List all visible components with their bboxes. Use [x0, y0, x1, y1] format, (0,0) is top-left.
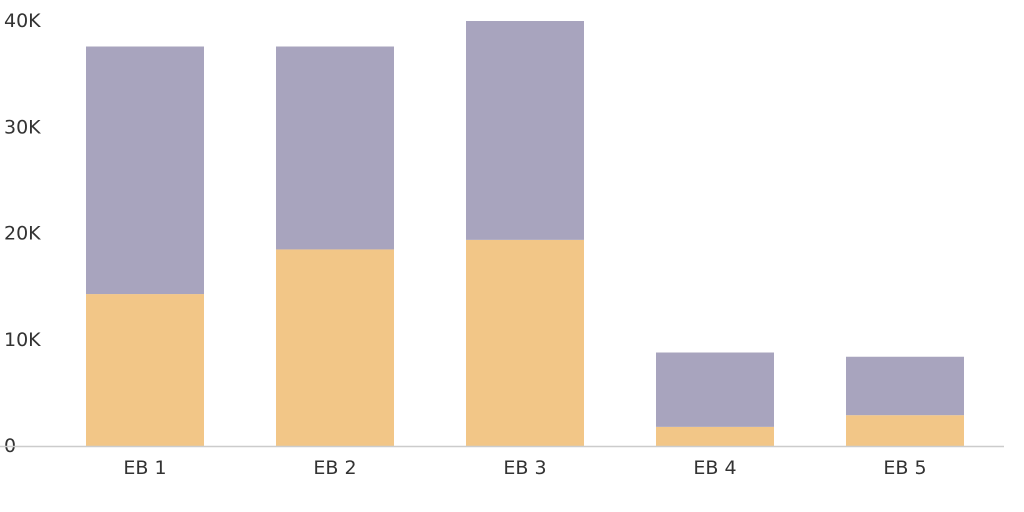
bar-segment-1	[466, 239, 584, 446]
bar-segment-2	[466, 21, 584, 240]
bar-segment-1	[656, 426, 774, 446]
y-tick-label: 10K	[4, 329, 41, 351]
bar-series-group	[86, 21, 964, 446]
bar-segment-2	[86, 46, 204, 295]
bar-segment-1	[846, 415, 964, 446]
y-tick-label: 20K	[4, 223, 41, 245]
x-tick-label: EB 3	[503, 457, 546, 479]
y-tick-label: 40K	[4, 10, 41, 32]
x-tick-label: EB 4	[693, 457, 736, 479]
bar-segment-1	[86, 294, 204, 446]
y-tick-label: 30K	[4, 116, 41, 138]
bar-segment-2	[656, 352, 774, 427]
bar-segment-2	[276, 46, 394, 250]
x-axis-labels: EB 1 EB 2 EB 3 EB 4 EB 5	[123, 457, 926, 479]
x-tick-label: EB 5	[883, 457, 926, 479]
bar-segment-1	[276, 249, 394, 446]
x-tick-label: EB 1	[123, 457, 166, 479]
x-tick-label: EB 2	[313, 457, 356, 479]
bar-segment-2	[846, 356, 964, 416]
